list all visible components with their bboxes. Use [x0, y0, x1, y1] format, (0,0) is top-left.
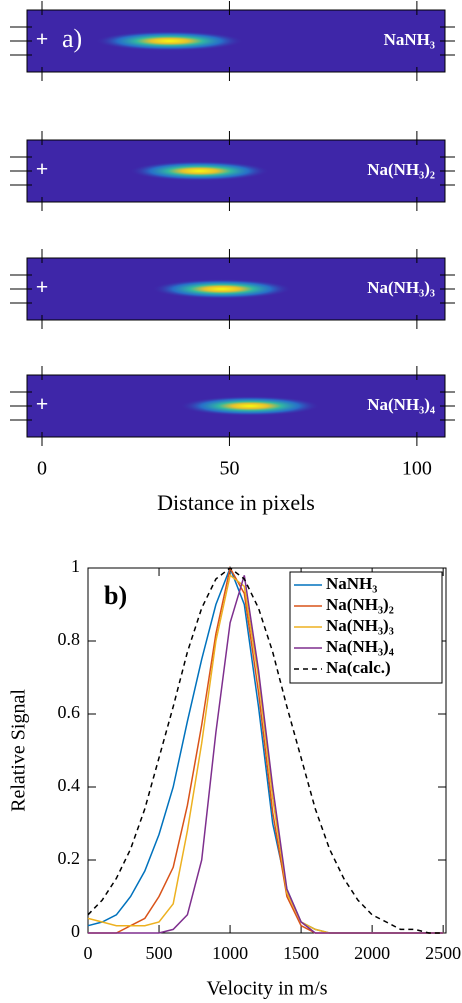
- marker: +: [36, 26, 49, 51]
- intensity-blob: [151, 279, 293, 299]
- annotation: a): [62, 24, 82, 53]
- y-tick-label: 0: [71, 921, 80, 941]
- legend-label: Na(NH₃)₂: [326, 595, 394, 614]
- x-tick-label: 1000: [212, 943, 248, 963]
- x-axis-label: Velocity in m/s: [206, 978, 327, 1000]
- x-tick-label: 0: [84, 943, 93, 963]
- y-tick-label: 0.8: [58, 629, 81, 649]
- x-tick-label: 2000: [354, 943, 390, 963]
- strip-label: Na(NH₃)₄: [367, 395, 435, 414]
- x-tick-label: 0: [37, 458, 47, 480]
- x-tick-label: 1500: [283, 943, 319, 963]
- series-line: [88, 575, 444, 934]
- strip-label: NaNH₃: [384, 30, 435, 49]
- plot-frame: [87, 567, 447, 934]
- strip-label: Na(NH₃)₂: [367, 160, 435, 179]
- x-tick-label: 500: [146, 943, 173, 963]
- strip: [26, 257, 446, 321]
- marker: +: [36, 274, 49, 299]
- legend-label: NaNH₃: [326, 574, 377, 593]
- intensity-blob: [95, 31, 244, 51]
- intensity-blob: [179, 396, 321, 416]
- x-tick-label: 2500: [425, 943, 461, 963]
- y-tick-label: 0.6: [58, 702, 81, 722]
- y-tick-label: 1: [71, 556, 80, 576]
- x-tick-label: 100: [402, 458, 432, 480]
- legend-label: Na(calc.): [326, 658, 391, 677]
- legend-label: Na(NH₃)₃: [326, 616, 394, 635]
- x-axis-label: Distance in pixels: [157, 490, 315, 515]
- annotation: b): [104, 581, 127, 610]
- y-tick-label: 0.2: [58, 848, 81, 868]
- strip-label: Na(NH₃)₃: [367, 278, 435, 297]
- marker: +: [36, 156, 49, 181]
- intensity-blob: [129, 161, 270, 181]
- legend-label: Na(NH₃)₄: [326, 637, 394, 656]
- y-axis-label: Relative Signal: [8, 689, 30, 812]
- x-tick-label: 50: [219, 458, 239, 480]
- marker: +: [36, 391, 49, 416]
- series-line: [87, 567, 444, 934]
- y-tick-label: 0.4: [58, 775, 81, 795]
